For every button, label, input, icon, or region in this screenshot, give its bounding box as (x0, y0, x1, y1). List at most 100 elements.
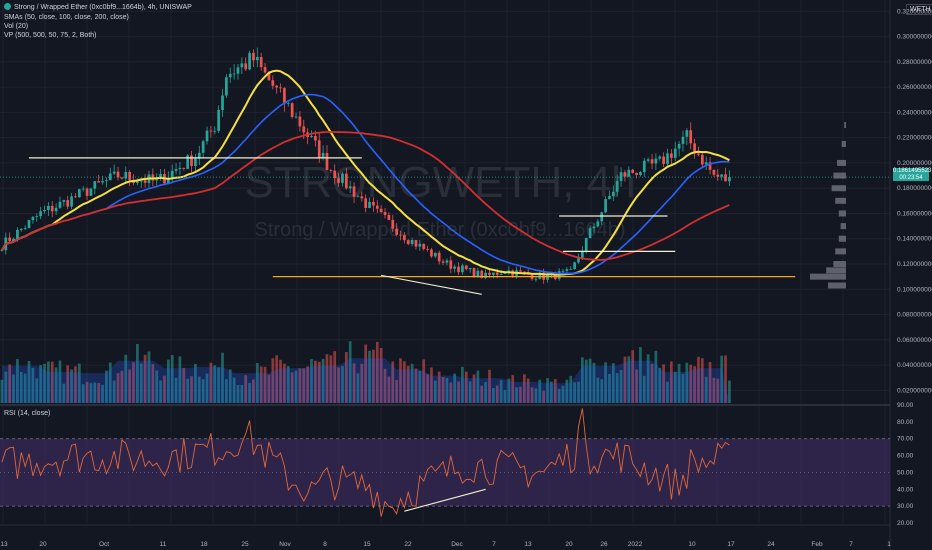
candle (279, 87, 282, 89)
volume-profile-row (844, 122, 846, 129)
candle (372, 201, 375, 206)
candle (190, 155, 193, 166)
volume-bar (352, 363, 356, 403)
volume-bar (519, 386, 522, 403)
volume-bar (89, 383, 93, 403)
volume-bar (298, 368, 302, 403)
rsi-line (1, 408, 730, 517)
candle (383, 212, 387, 216)
volume-bar (143, 354, 147, 403)
candle (720, 174, 724, 177)
candle (271, 80, 275, 86)
candle (341, 173, 344, 183)
volume-bar (16, 359, 19, 403)
volume-profile-row (831, 185, 846, 192)
last-price: 0.1861495523 (893, 168, 932, 174)
volume-bar (453, 373, 457, 403)
volume-bar (108, 362, 112, 403)
candle (310, 135, 313, 137)
volume-bar (50, 361, 54, 403)
candle (62, 200, 66, 202)
volume-bar (190, 376, 193, 403)
candle (136, 181, 139, 184)
candle (368, 201, 371, 208)
volume-profile-row (840, 223, 846, 230)
candle (248, 52, 251, 70)
volume-bar (534, 388, 538, 403)
candle (197, 152, 201, 159)
candle (623, 172, 627, 177)
candle (573, 262, 576, 269)
candle (267, 72, 271, 81)
volume-bar (116, 373, 120, 403)
volume-bar (47, 361, 50, 403)
candle (406, 240, 410, 245)
volume-bar (244, 375, 248, 403)
vp-legend[interactable]: VP (500, 500, 50, 75, 2, Both) (4, 32, 97, 39)
candle (360, 196, 364, 199)
time-tick-label: Dec (451, 541, 463, 548)
volume-bar (54, 367, 58, 403)
volume-profile-row (810, 273, 846, 280)
candle (116, 171, 120, 178)
volume-bar (205, 373, 209, 403)
price-tick-label: 0.3000000000 (897, 34, 932, 41)
price-tick-label: 0.1600000000 (897, 210, 932, 217)
volume-bar (403, 361, 406, 403)
candle (352, 186, 356, 197)
volume-bar (325, 354, 329, 403)
price-tick-label: 0.0600000000 (897, 337, 932, 344)
candle (89, 188, 93, 196)
candle (364, 198, 368, 208)
candle (228, 73, 232, 78)
volume-bar (461, 366, 464, 403)
candle (8, 237, 12, 241)
candle (584, 238, 588, 252)
candle (213, 130, 217, 132)
volume-bar (546, 378, 549, 403)
vol-legend[interactable]: Vol (20) (4, 23, 29, 30)
candle (120, 177, 124, 179)
candle (685, 130, 689, 137)
volume-bar (255, 363, 259, 403)
volume-bar (252, 379, 255, 403)
volume-bar (569, 375, 573, 403)
volume-profile-row (833, 261, 846, 268)
candle (85, 188, 89, 196)
volume-bar (225, 379, 228, 403)
candle (565, 269, 569, 271)
volume-bar (433, 380, 437, 403)
sma-legend[interactable]: SMAs (50, close, 100, close, 200, close) (4, 14, 129, 21)
volume-bar (522, 374, 526, 403)
volume-bar (414, 368, 418, 403)
volume-bar (399, 358, 402, 403)
candle (588, 228, 592, 239)
price-tick-label: 0.2200000000 (897, 135, 932, 142)
candle (480, 270, 484, 279)
time-tick-label: 20 (565, 541, 573, 548)
volume-bar (704, 376, 708, 403)
volume-bar (310, 359, 313, 403)
candle (54, 207, 58, 212)
candle (155, 178, 159, 181)
last-price-badge: 0.1861495523 00:23:54 (893, 168, 932, 181)
candle (426, 248, 429, 250)
candle (101, 181, 104, 183)
candle (283, 88, 286, 104)
volume-bar (317, 361, 321, 403)
candle (294, 116, 298, 118)
candle (693, 143, 696, 154)
volume-bar (228, 369, 232, 403)
watermark-symbol: STRONGWETH, 4h (244, 158, 635, 207)
time-tick-label: 18 (200, 541, 208, 548)
volume-bar (577, 381, 580, 403)
candle (635, 172, 638, 175)
volume-bar (348, 341, 352, 403)
volume-bar (724, 355, 727, 403)
rsi-legend[interactable]: RSI (14, close) (4, 410, 51, 417)
volume-bar (515, 387, 518, 403)
volume-bar (344, 352, 348, 403)
candle (325, 152, 329, 170)
volume-bar (472, 374, 476, 403)
